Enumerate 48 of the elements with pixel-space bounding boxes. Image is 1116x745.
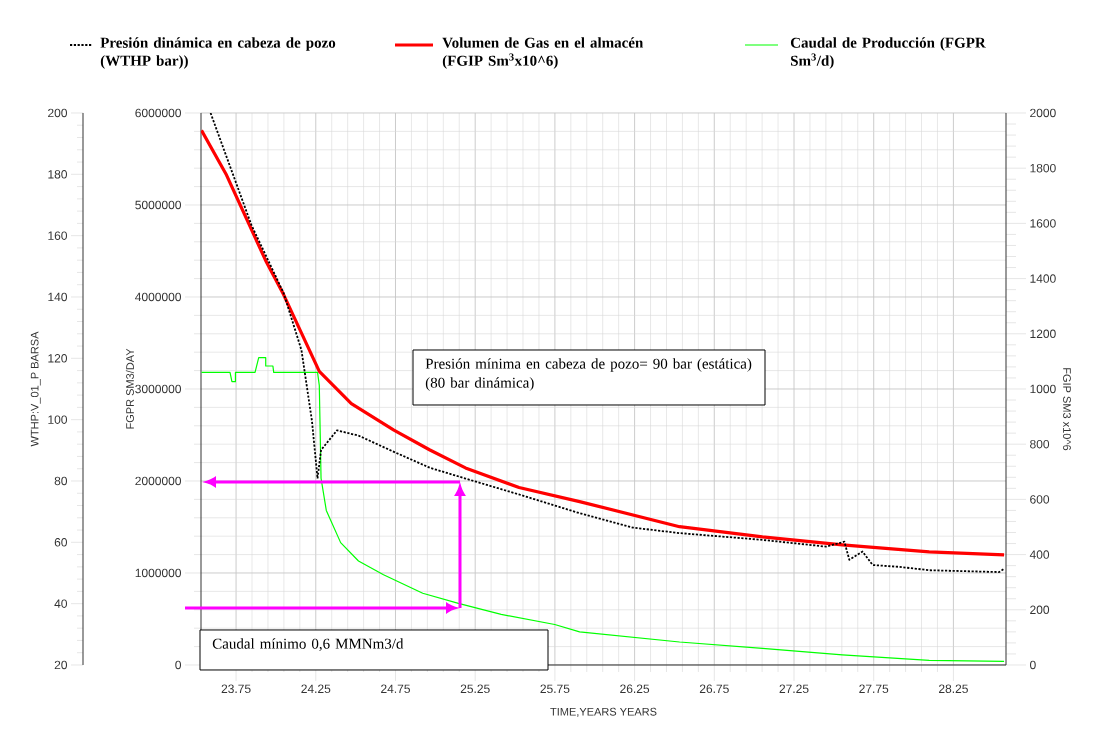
x-tick-label: 24.75	[381, 684, 410, 694]
x-tick-label: 24.25	[301, 684, 331, 694]
x-tick-label: 26.75	[699, 684, 729, 694]
y-tick-label: 80	[54, 476, 68, 486]
y-tick-label: 180	[48, 170, 68, 179]
y2-tick-label: 1600	[1030, 219, 1056, 228]
y-tick-label: 200	[48, 108, 68, 118]
y2-tick-label: 1200	[1030, 329, 1056, 339]
y-tick-label: 160	[48, 231, 68, 240]
y2-tick-label: 1400	[1030, 274, 1056, 283]
y-axis-title: WTHP:V_01_P BARSA	[30, 331, 41, 447]
x-tick-label: 26.25	[620, 684, 650, 694]
y2-tick-label: 2000	[1030, 108, 1056, 118]
y-tick-label: 100	[48, 415, 68, 424]
y2-tick-label: 600	[1030, 495, 1050, 504]
y3-tick-label: 2000000	[135, 476, 181, 486]
y-tick-label: 20	[54, 660, 68, 670]
y2-tick-label: 800	[1030, 439, 1050, 449]
x-axis-title: TIME,YEARS YEARS	[550, 707, 657, 717]
annotation: Presión mínima en cabeza de pozo= 90 bar (estática) (80 bar dinámica)	[425, 358, 752, 391]
x-tick-label: 23.75	[221, 684, 251, 694]
y-tick-label: 40	[54, 599, 68, 608]
y2-tick-label: 200	[1030, 605, 1050, 615]
y3-tick-label: 6000000	[135, 108, 181, 118]
legend-label: Presión dinámica en cabeza de pozo (WTHP bar))	[100, 37, 336, 69]
y-tick-label: 140	[48, 292, 68, 302]
y-tick-label: 120	[48, 354, 68, 363]
y2-tick-label: 0	[1030, 660, 1036, 670]
y2-tick-label: 1000	[1030, 384, 1056, 394]
y2-tick-label: 1800	[1030, 163, 1056, 173]
y3-tick-label: 3000000	[135, 384, 181, 394]
legend-label: Volumen de Gas en el almacén (FGIP Sm$^{3}$x10^6)	[442, 37, 644, 69]
y3-tick-label: 5000000	[135, 200, 181, 210]
y3-tick-label: 1000000	[135, 568, 181, 578]
legend-label: Caudal de Producción (FGPR Sm$^{3}$/d)	[790, 37, 986, 69]
line-series	[201, 357, 1005, 662]
x-tick-label: 27.75	[859, 684, 889, 694]
x-tick-label: 28.25	[939, 684, 968, 694]
y2-axis-title: FGIP SM3 x10^6	[1063, 368, 1071, 451]
y2-tick-label: 400	[1029, 550, 1050, 559]
x-tick-label: 27.25	[779, 684, 809, 694]
x-tick-label: 25.75	[540, 684, 570, 694]
y3-tick-label: 4000000	[135, 292, 181, 302]
y-tick-label: 60	[54, 538, 68, 547]
x-tick-label: 25.25	[460, 684, 490, 694]
annotation: Caudal mínimo 0,6 MMNm3/d	[212, 638, 404, 651]
y3-axis-title: FGPR SM3/DAY	[125, 348, 134, 429]
y3-tick-label: 0	[175, 660, 182, 670]
